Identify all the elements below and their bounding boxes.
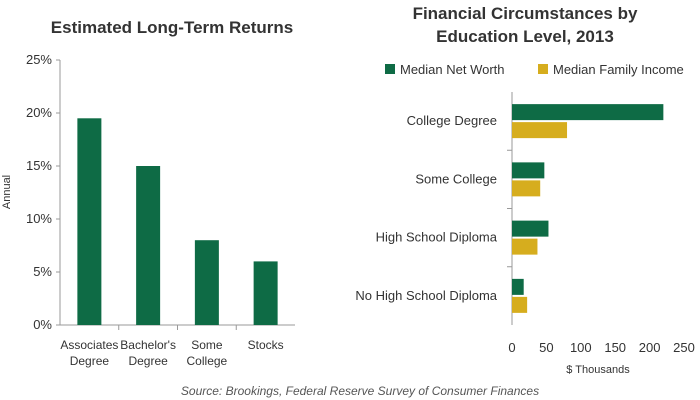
financial-category-label: College Degree [407,113,497,128]
financial-category-label: High School Diploma [376,230,498,245]
returns-y-tick-label: 20% [26,105,52,120]
legend-label: Median Family Income [553,62,684,77]
financial-x-tick-label: 0 [508,340,515,355]
legend-label: Median Net Worth [400,62,505,77]
returns-bars [77,118,278,325]
returns-y-axis-label: Annual [1,175,13,209]
returns-categories: Associates Degree Bachelor's Degree Some Coll… [60,338,283,368]
returns-y-tick-label: 15% [26,158,52,173]
financial-x-tick-label: 100 [570,340,592,355]
family-income-bar [512,180,541,197]
returns-category-label: Degree [128,354,168,368]
financial-x-ticks: 0 50 100 150 200 250 [508,340,694,355]
financial-categories: College Degree Some College High School Di… [355,113,497,303]
returns-y-tick-label: 5% [33,264,52,279]
returns-y-tick-label: 25% [26,52,52,67]
net-worth-bar [512,220,549,237]
family-income-bar [512,296,528,313]
financial-chart-title-line-2: Education Level, 2013 [436,27,614,46]
returns-category-label: Degree [70,354,110,368]
financial-x-tick-label: 50 [539,340,553,355]
returns-chart-title: Estimated Long-Term Returns [51,18,293,37]
financial-x-tick-label: 200 [639,340,661,355]
returns-y-ticks: 0% 5% 10% 15% 20% 25% [26,52,60,332]
returns-chart: Estimated Long-Term Returns Annual 0% 5% 1… [1,18,295,368]
returns-category-label: Some [191,338,223,352]
returns-bar [253,261,278,325]
returns-category-label: Stocks [248,338,284,352]
net-worth-bar [512,104,664,121]
returns-category-label: Bachelor's [120,338,176,352]
returns-bar [136,166,161,325]
family-income-bar [512,122,568,139]
financial-x-tick-label: 250 [673,340,695,355]
financial-bars [512,104,664,313]
returns-category-label: College [187,354,228,368]
net-worth-bar [512,278,524,295]
source-note: Source: Brookings, Federal Reserve Surve… [181,384,539,398]
financial-chart-title-line-1: Financial Circumstances by [413,4,638,23]
legend-swatch [538,64,548,74]
financial-chart: Financial Circumstances by Education Lev… [355,4,694,376]
returns-y-tick-label: 0% [33,317,52,332]
financial-x-axis-label: $ Thousands [566,364,630,376]
financial-category-label: No High School Diploma [355,288,497,303]
returns-y-tick-label: 10% [26,211,52,226]
legend-swatch [385,64,395,74]
returns-bar [77,118,102,325]
financial-category-label: Some College [415,171,497,186]
financial-axes [507,92,513,325]
returns-category-label: Associates [60,338,118,352]
returns-bar [194,240,219,325]
family-income-bar [512,238,538,255]
financial-x-tick-label: 150 [604,340,626,355]
legend: Median Net Worth Median Family Income [385,62,684,77]
net-worth-bar [512,162,545,179]
